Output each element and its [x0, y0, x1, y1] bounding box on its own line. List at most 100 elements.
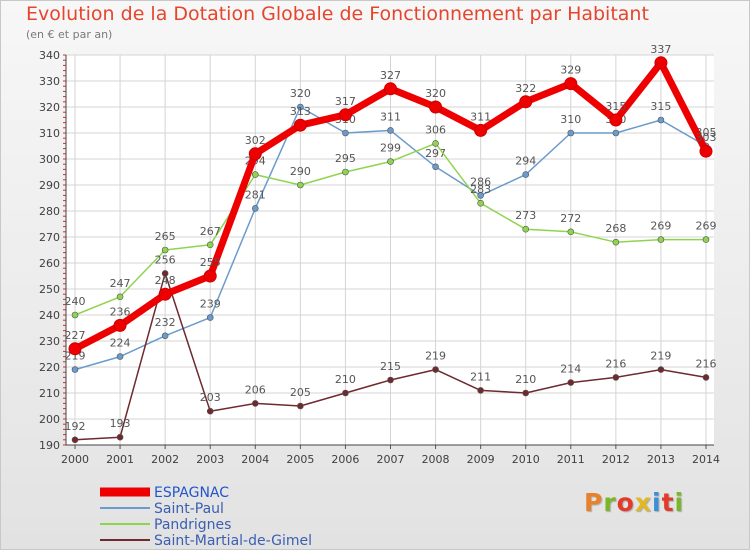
data-point-saint-paul	[206, 314, 214, 321]
data-point-pandrignes	[116, 293, 124, 301]
data-point-espagnac	[654, 56, 668, 70]
x-tick-label: 2014	[692, 453, 720, 466]
data-label-saint-paul: 219	[65, 350, 86, 363]
data-label-saint-martial-de-gimel: 256	[155, 253, 176, 266]
y-tick-label: 230	[39, 335, 60, 348]
data-label-espagnac: 303	[696, 131, 717, 144]
x-tick-label: 2008	[422, 453, 450, 466]
data-label-pandrignes: 240	[65, 295, 86, 308]
legend: ESPAGNACSaint-PaulPandrignesSaint-Martia…	[100, 485, 312, 549]
logo-letter: t	[661, 488, 675, 517]
data-point-pandrignes	[342, 168, 349, 176]
chart-subtitle: (en € et par an)	[26, 28, 113, 41]
data-label-pandrignes: 299	[380, 142, 401, 155]
data-label-pandrignes: 269	[696, 220, 717, 233]
series-espagnac: 227 236 248 255 302 313 317 327 320 311 322 329 315 3…	[65, 43, 717, 356]
data-label-espagnac: 248	[155, 274, 176, 287]
data-label-saint-martial-de-gimel: 216	[696, 357, 717, 370]
data-label-saint-martial-de-gimel: 219	[425, 350, 446, 363]
data-point-saint-paul	[116, 353, 124, 360]
data-point-espagnac	[68, 342, 82, 356]
data-point-saint-martial-de-gimel	[702, 374, 710, 381]
y-tick-label: 190	[39, 439, 60, 452]
data-label-espagnac: 313	[290, 105, 311, 118]
data-label-saint-martial-de-gimel: 216	[605, 357, 626, 370]
x-tick-label: 2011	[557, 453, 585, 466]
data-point-saint-martial-de-gimel	[251, 400, 259, 407]
data-label-espagnac: 337	[650, 43, 671, 56]
axes: 190 200 210 220 230 240 250 260 270 280 290 300 310 3…	[39, 49, 720, 466]
data-point-espagnac	[338, 108, 352, 122]
data-label-saint-martial-de-gimel: 214	[560, 363, 581, 376]
data-label-espagnac: 311	[470, 110, 491, 123]
logo-letter: x	[634, 488, 652, 517]
data-point-espagnac	[564, 77, 578, 91]
data-label-saint-martial-de-gimel: 211	[470, 370, 491, 383]
y-tick-label: 200	[39, 413, 60, 426]
data-label-saint-paul: 311	[380, 110, 401, 123]
logo-letter: i	[652, 488, 662, 517]
series-layer: 2192242322392813203103112972862943103103…	[65, 43, 717, 444]
data-label-saint-paul: 310	[560, 113, 581, 126]
data-point-pandrignes	[567, 228, 575, 236]
y-tick-label: 240	[39, 309, 60, 322]
series-saint-martial-de-gimel: 192 193 256 203 206 205 210 215 219 211 210 214 216 2…	[65, 253, 717, 444]
legend-label-pandrignes: Pandrignes	[154, 517, 231, 533]
data-point-saint-paul	[342, 129, 349, 137]
data-label-saint-martial-de-gimel: 210	[335, 373, 356, 386]
data-label-saint-paul: 239	[200, 298, 221, 311]
data-point-pandrignes	[432, 140, 439, 147]
data-point-pandrignes	[612, 238, 620, 246]
data-label-espagnac: 317	[335, 95, 356, 108]
data-label-pandrignes: 247	[110, 277, 131, 290]
data-point-saint-paul	[161, 332, 169, 340]
data-point-saint-martial-de-gimel	[206, 407, 214, 415]
data-label-saint-martial-de-gimel: 219	[650, 350, 671, 363]
x-tick-label: 2007	[377, 453, 405, 466]
data-point-saint-martial-de-gimel	[161, 270, 169, 277]
data-point-saint-paul	[71, 366, 79, 373]
data-label-pandrignes: 272	[560, 212, 581, 225]
data-point-pandrignes	[206, 241, 214, 249]
data-label-pandrignes: 273	[515, 209, 536, 222]
data-label-pandrignes: 269	[650, 220, 671, 233]
series-pandrignes: 240 247 265 267 294 290 295 299 306 283 273 272 268 2…	[65, 123, 717, 319]
proxiti-logo: Proxiti	[584, 488, 684, 517]
data-point-espagnac	[519, 95, 533, 109]
y-tick-label: 340	[39, 49, 60, 62]
y-tick-label: 260	[39, 257, 60, 270]
data-point-espagnac	[248, 147, 262, 161]
logo-letter: o	[616, 488, 635, 517]
data-point-saint-paul	[522, 171, 530, 178]
data-label-saint-paul: 286	[470, 175, 491, 188]
logo-letter: r	[603, 488, 617, 517]
data-label-espagnac: 227	[65, 329, 86, 342]
data-point-pandrignes	[702, 236, 710, 243]
data-point-saint-paul	[251, 205, 259, 212]
data-point-espagnac	[474, 123, 488, 137]
data-point-pandrignes	[71, 311, 79, 319]
data-label-espagnac: 302	[245, 134, 266, 147]
y-tick-label: 300	[39, 153, 60, 166]
data-label-pandrignes: 267	[200, 225, 221, 238]
x-tick-label: 2009	[467, 453, 495, 466]
data-label-espagnac: 315	[605, 100, 626, 113]
data-point-pandrignes	[522, 225, 530, 233]
data-point-pandrignes	[297, 181, 304, 189]
data-point-espagnac	[699, 144, 713, 158]
data-label-espagnac: 329	[560, 64, 581, 77]
legend-label-saint-martial-de-gimel: Saint-Martial-de-Gimel	[154, 533, 312, 549]
y-tick-label: 280	[39, 205, 60, 218]
x-tick-label: 2002	[151, 453, 179, 466]
data-point-saint-martial-de-gimel	[522, 389, 530, 397]
data-point-espagnac	[429, 100, 443, 114]
data-point-saint-martial-de-gimel	[657, 366, 665, 373]
x-tick-label: 2013	[647, 453, 675, 466]
data-point-saint-martial-de-gimel	[612, 374, 620, 381]
data-label-espagnac: 236	[110, 305, 131, 318]
data-point-saint-martial-de-gimel	[477, 387, 484, 394]
legend-label-espagnac: ESPAGNAC	[154, 485, 229, 501]
legend-item-pandrignes: Pandrignes	[100, 517, 231, 533]
data-label-saint-paul: 224	[110, 337, 131, 350]
data-label-saint-paul: 315	[650, 100, 671, 113]
